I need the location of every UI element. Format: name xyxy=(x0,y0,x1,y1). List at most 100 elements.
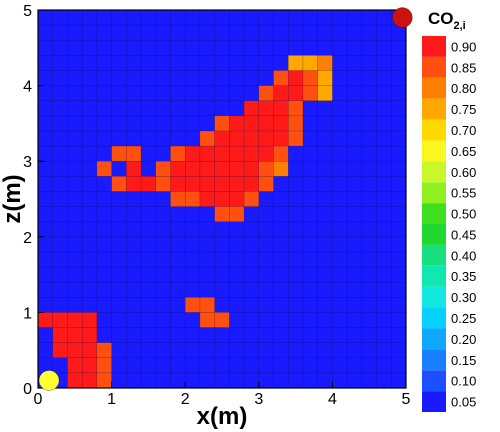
heatmap-cell xyxy=(82,327,97,343)
heatmap-cell xyxy=(273,100,289,116)
heatmap-cell xyxy=(302,55,318,71)
colorbar-swatch xyxy=(422,119,446,141)
y-axis-label: z(m) xyxy=(0,174,26,223)
heatmap-cell xyxy=(185,161,200,177)
heatmap-cell xyxy=(302,85,318,101)
x-tick-label: 4 xyxy=(328,391,337,408)
heatmap-cell xyxy=(229,146,245,162)
heatmap-cell xyxy=(302,70,318,86)
colorbar-swatch xyxy=(422,370,446,392)
heatmap-cell xyxy=(258,176,274,192)
heatmap-cell xyxy=(258,146,274,162)
colorbar-swatch xyxy=(422,391,446,412)
colorbar-swatch xyxy=(422,265,446,287)
heatmap-cell xyxy=(214,115,230,131)
heatmap-cell xyxy=(317,70,333,86)
heatmap-cell xyxy=(111,176,127,192)
heatmap-cell xyxy=(199,312,215,328)
heatmap-cell xyxy=(52,342,68,358)
heatmap-cell xyxy=(229,191,245,207)
heatmap-cell xyxy=(185,176,200,192)
colorbar-label: 0.20 xyxy=(451,332,476,347)
heatmap-cell xyxy=(258,85,274,101)
heatmap-cell xyxy=(185,146,200,162)
heatmap-cell xyxy=(273,146,289,162)
colorbar-swatch xyxy=(422,56,446,78)
heatmap-cell xyxy=(229,115,245,131)
heatmap-cell xyxy=(170,146,186,162)
heatmap-cell xyxy=(199,161,215,177)
heatmap-cell xyxy=(244,115,259,131)
heatmap-cell xyxy=(170,176,186,192)
heatmap-cell xyxy=(244,146,259,162)
colorbar-label: 0.45 xyxy=(451,227,476,242)
x-tick-label: 2 xyxy=(181,391,190,408)
axes: 0 1 2 3 4 5 0 1 2 3 4 5 xyxy=(23,3,410,408)
colorbar-title-main: CO xyxy=(428,9,454,28)
heatmap-cell xyxy=(273,115,289,131)
heatmap-cell xyxy=(155,176,171,192)
colorbar-swatches xyxy=(422,36,446,412)
colorbar-legend: CO2,i 0.050.100.150.200.250.300.350.400.… xyxy=(422,9,476,412)
heatmap-cell xyxy=(273,85,289,101)
heatmap-cell xyxy=(96,357,112,373)
heatmap-cell xyxy=(317,55,333,71)
colorbar-title: CO2,i xyxy=(428,9,466,32)
heatmap-cell xyxy=(38,312,53,328)
colorbar-label: 0.70 xyxy=(451,123,476,138)
colorbar-swatch xyxy=(422,224,446,245)
plot-frame xyxy=(37,9,407,389)
colorbar-label: 0.35 xyxy=(451,269,476,284)
x-tick-label: 0 xyxy=(34,391,43,408)
colorbar-title-subscript: 2,i xyxy=(454,20,466,32)
colorbar-swatch xyxy=(422,36,446,57)
colorbar-label: 0.40 xyxy=(451,248,476,263)
heatmap-cell xyxy=(170,191,186,207)
heatmap-cell xyxy=(244,176,259,192)
colorbar-swatch xyxy=(422,286,446,308)
colorbar-swatch xyxy=(422,307,446,329)
heatmap-cell xyxy=(244,130,259,147)
heatmap-cell xyxy=(244,191,259,207)
heatmap-cell xyxy=(199,191,215,207)
heatmap-cell xyxy=(258,161,274,177)
heatmap-cell xyxy=(288,85,303,101)
heatmap-grid xyxy=(38,10,406,388)
injection-marker xyxy=(38,370,60,391)
colorbar-label: 0.60 xyxy=(451,165,476,180)
heatmap-cell xyxy=(52,327,68,343)
heatmap-cell xyxy=(96,342,112,358)
colorbar-label: 0.30 xyxy=(451,290,476,305)
heatmap-cell xyxy=(214,206,230,222)
colorbar-swatch xyxy=(422,328,446,350)
colorbar-label: 0.15 xyxy=(451,353,476,368)
heatmap-cell xyxy=(214,191,230,207)
colorbar-label: 0.55 xyxy=(451,186,476,201)
heatmap-cell xyxy=(155,161,171,177)
heatmap-cell xyxy=(111,146,127,162)
colorbar-label: 0.25 xyxy=(451,311,476,326)
heatmap-cell xyxy=(67,372,83,388)
heatmap-cell xyxy=(229,161,245,177)
heatmap-cell xyxy=(288,115,303,131)
heatmap-cell xyxy=(214,146,230,162)
x-tick-label: 3 xyxy=(254,391,263,408)
heatmap-cell xyxy=(82,357,97,373)
heatmap-cell xyxy=(288,130,303,147)
heatmap-cell xyxy=(185,191,200,207)
heatmap-cell xyxy=(199,146,215,162)
colorbar-swatch xyxy=(422,98,446,120)
heatmap-cell xyxy=(288,70,303,86)
y-tick-label: 4 xyxy=(23,79,32,96)
y-tick-label: 0 xyxy=(23,381,32,398)
heatmap-cell xyxy=(67,312,83,328)
colorbar-label: 0.90 xyxy=(451,39,476,54)
heatmap-cell xyxy=(199,297,215,313)
y-tick-label: 5 xyxy=(23,3,32,20)
colorbar-swatch xyxy=(422,140,446,162)
colorbar-label: 0.10 xyxy=(451,374,476,389)
x-axis-label: x(m) xyxy=(197,403,248,430)
heatmap-cell xyxy=(96,161,112,177)
heatmap-cell xyxy=(288,55,303,71)
